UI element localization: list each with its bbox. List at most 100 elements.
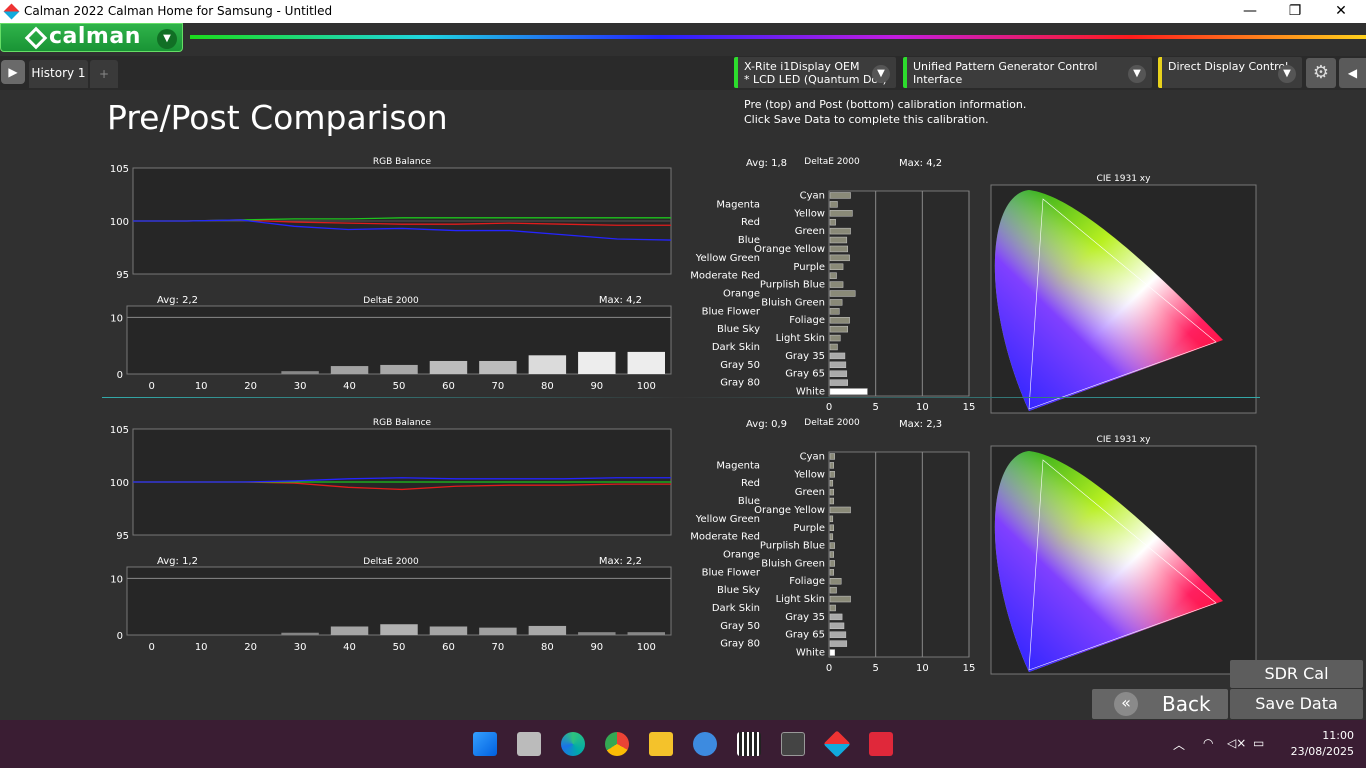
pattern-generator-name: Unified Pattern Generator Control Interf… — [913, 60, 1098, 86]
deltae-color-bar — [829, 471, 835, 478]
deltae-color-bar — [829, 343, 838, 351]
deltae-avg-label: Avg: 1,8 — [746, 158, 787, 169]
deltae-category-label: Foliage — [789, 576, 825, 587]
add-tab-button[interactable]: + — [90, 60, 118, 88]
deltae-color-bar — [829, 281, 844, 288]
info-line-1: Pre (top) and Post (bottom) calibration … — [744, 98, 1027, 111]
wifi-icon[interactable]: ◠ — [1203, 736, 1214, 750]
chevron-down-icon[interactable]: ▼ — [872, 65, 890, 83]
deltae-color-bar — [829, 479, 834, 487]
deltae-x-tick: 0 — [826, 402, 832, 413]
deltae-bar — [330, 366, 369, 374]
deltae-x-tick: 5 — [872, 402, 878, 413]
terminal-icon[interactable] — [781, 732, 805, 756]
cie-title: CIE 1931 xy — [1097, 435, 1152, 445]
back-arrow-icon: « — [1114, 692, 1138, 716]
deltae-category-label: Blue Flower — [702, 567, 761, 578]
chrome-icon[interactable] — [605, 732, 629, 756]
collapse-right-icon[interactable]: ◀ — [1339, 58, 1366, 88]
deltae-color-bar — [829, 524, 834, 531]
deltae-color-bar — [829, 245, 848, 253]
chevron-down-icon[interactable]: ▼ — [1278, 65, 1296, 83]
deltae-category-label: Orange — [723, 550, 760, 561]
deltae-bar — [330, 626, 369, 635]
deltae-x-tick: 60 — [442, 381, 455, 392]
remote-app-icon[interactable] — [869, 732, 893, 756]
deltae-category-label: Purple — [793, 262, 825, 273]
deltae-color-bar — [829, 352, 846, 360]
sdr-cal-button[interactable]: SDR Cal — [1230, 660, 1363, 688]
deltae-category-label: Gray 35 — [785, 351, 825, 362]
chevron-down-icon[interactable]: ▼ — [157, 29, 177, 49]
deltae-category-label: Purplish Blue — [760, 541, 825, 552]
deltae-bar — [281, 371, 319, 374]
back-button[interactable]: « Back — [1092, 689, 1228, 719]
deltae-x-tick: 15 — [963, 402, 976, 413]
close-button[interactable]: ✕ — [1335, 3, 1347, 19]
start-icon[interactable] — [473, 732, 497, 756]
deltae-x-tick: 20 — [244, 642, 257, 653]
deltae-color-bar — [829, 379, 848, 386]
deltae-category-label: Bluish Green — [761, 297, 825, 308]
deltae-category-label: Purple — [793, 523, 825, 534]
deltae-bar — [479, 627, 517, 635]
deltae-category-label: Blue — [738, 496, 760, 507]
deltae-category-label: Light Skin — [776, 594, 825, 605]
gear-icon[interactable]: ⚙ — [1306, 58, 1336, 88]
deltae-category-label: Yellow — [793, 208, 825, 219]
deltae-x-tick: 20 — [244, 381, 257, 392]
save-data-button[interactable]: Save Data — [1230, 689, 1363, 719]
deltae-category-label: Bluish Green — [761, 558, 825, 569]
rgb-balance-y-tick: 105 — [110, 425, 129, 436]
deltae-category-label: Magenta — [716, 199, 760, 210]
globe-app-icon[interactable] — [693, 732, 717, 756]
deltae-color-bar — [829, 218, 836, 226]
deltae-bar — [429, 626, 468, 635]
expand-left-icon[interactable]: ▶ — [1, 60, 25, 84]
calman-workspace: calman ▼ ▶ History 1 + X-Rite i1Display … — [0, 23, 1366, 720]
deltae-category-label: Foliage — [789, 315, 825, 326]
deltae-category-label: Cyan — [800, 190, 825, 201]
display-control-selector[interactable]: Direct Display Control ▼ — [1158, 57, 1302, 88]
task-view-icon[interactable] — [517, 732, 541, 756]
deltae-bar — [627, 632, 665, 635]
calman-menu-button[interactable]: calman ▼ — [0, 23, 183, 52]
deltae-x-tick: 100 — [637, 642, 656, 653]
analyzer-app-icon[interactable] — [737, 732, 761, 756]
maximize-button[interactable]: ❐ — [1288, 3, 1302, 19]
volume-icon[interactable]: ◁× — [1227, 736, 1247, 750]
meter-mode: * LCD LED (Quantum Dot) — [744, 73, 887, 86]
deltae-colors-plot-area — [828, 451, 970, 658]
deltae-category-label: Blue Sky — [717, 324, 760, 335]
deltae-bar — [627, 351, 665, 374]
deltae-category-label: Gray 65 — [785, 630, 825, 641]
calman-taskbar-icon[interactable] — [823, 730, 851, 758]
rgb-balance-y-tick: 95 — [116, 270, 129, 281]
minimize-button[interactable]: — — [1243, 3, 1257, 19]
file-explorer-icon[interactable] — [649, 732, 673, 756]
deltae-color-bar — [829, 254, 850, 262]
deltae-y-tick: 0 — [117, 631, 123, 642]
cie-gamut-blue-fill — [994, 451, 1223, 672]
battery-icon[interactable]: ▭ — [1253, 736, 1265, 750]
chevron-up-icon[interactable]: ︿ — [1173, 738, 1186, 752]
deltae-avg-label: Avg: 0,9 — [746, 419, 787, 430]
tab-history-1[interactable]: History 1 — [29, 60, 88, 88]
edge-icon[interactable] — [561, 732, 585, 756]
deltae-x-tick: 50 — [393, 381, 406, 392]
chevron-down-icon[interactable]: ▼ — [1128, 65, 1146, 83]
rgb-balance-line-blue — [133, 477, 671, 483]
deltae-color-bar — [829, 325, 848, 333]
meter-selector[interactable]: X-Rite i1Display OEM * LCD LED (Quantum … — [734, 57, 896, 88]
deltae-x-tick: 5 — [872, 663, 878, 674]
rainbow-bar — [190, 35, 1366, 39]
deltae-avg-label: Avg: 1,2 — [157, 556, 198, 567]
taskbar: ︿ ◠ ◁× ▭ 11:00 23/08/2025 — [0, 720, 1366, 768]
deltae-category-label: Orange Yellow — [754, 505, 825, 516]
deltae-category-label: Yellow — [793, 469, 825, 480]
deltae-title: DeltaE 2000 — [804, 157, 860, 167]
deltae-bar — [578, 632, 616, 635]
system-clock[interactable]: 11:00 23/08/2025 — [1291, 728, 1354, 760]
pattern-generator-selector[interactable]: Unified Pattern Generator Control Interf… — [903, 57, 1152, 88]
deltae-category-label: Cyan — [800, 451, 825, 462]
